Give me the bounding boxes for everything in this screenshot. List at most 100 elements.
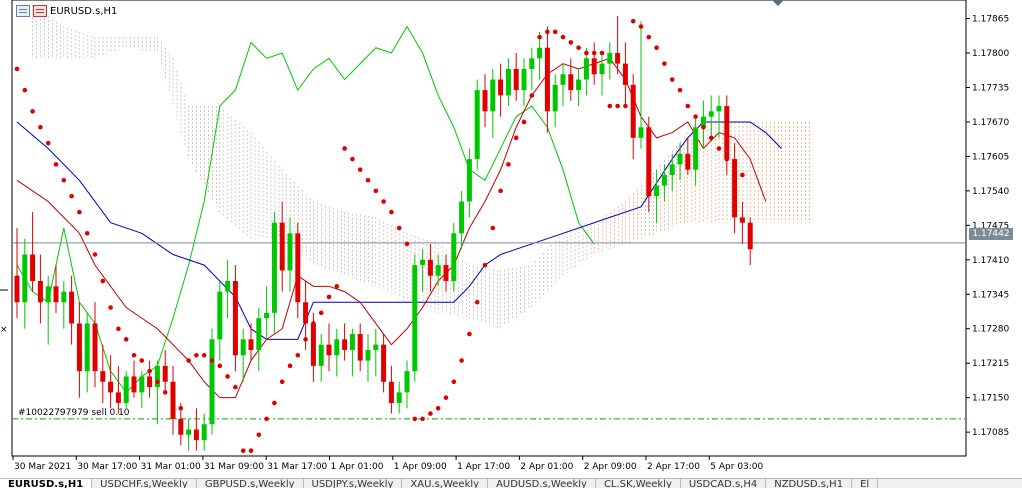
candle-body [638, 127, 644, 138]
x-tick-label: 1 Apr 09:00 [394, 462, 447, 472]
parabolic-sar-dot [506, 162, 511, 167]
candle-body [739, 217, 745, 223]
chart-tab[interactable]: NZDUSD.s,H1 [766, 479, 853, 488]
x-tick-label: 1 Apr 17:00 [457, 462, 510, 472]
candle-body [342, 339, 348, 350]
y-tick-label: 1.17410 [972, 256, 1009, 266]
price-chart[interactable]: #10022797979 sell 0.10 1.17865 1.17800 1.17… [0, 0, 1022, 478]
candle-body [225, 281, 231, 292]
parabolic-sar-dot [521, 119, 527, 125]
candle-body [303, 302, 309, 324]
candle-body [685, 153, 691, 170]
parabolic-sar-dot [131, 352, 137, 358]
parabolic-sar-dot [342, 146, 347, 151]
parabolic-sar-dot [693, 114, 698, 119]
parabolic-sar-dot [69, 193, 74, 199]
chart-window-icon[interactable] [16, 5, 30, 17]
candle-body [287, 233, 293, 271]
parabolic-sar-dot [396, 225, 402, 231]
parabolic-sar-dot [139, 358, 145, 363]
parabolic-sar-dot [45, 140, 51, 146]
parabolic-sar-dot [732, 162, 737, 167]
parabolic-sar-dot [443, 395, 449, 400]
x-tick-label: 5 Apr 03:00 [710, 462, 763, 472]
y-tick-label: 1.17085 [972, 428, 1009, 438]
candle-body [693, 127, 699, 170]
parabolic-sar-dot [84, 231, 90, 236]
chart-tab[interactable]: AUDUSD.s,Weekly [488, 479, 596, 488]
candle-body [22, 254, 28, 303]
y-tick-label: 1.17605 [972, 152, 1009, 162]
candle-body [217, 291, 223, 340]
parabolic-sar-dot [677, 87, 683, 93]
parabolic-sar-dot [22, 87, 28, 93]
parabolic-sar-dot [638, 24, 644, 29]
y-tick-label: 1.17800 [972, 49, 1009, 59]
candle-body [264, 312, 270, 319]
chart-tab[interactable]: XAU.s,Weekly [402, 479, 489, 488]
parabolic-sar-dot [428, 411, 433, 416]
parabolic-sar-dot [591, 50, 597, 56]
chart-tab[interactable]: USDCHF.s,Weekly [92, 479, 197, 488]
candle-body [669, 164, 675, 175]
candle-body [677, 153, 683, 165]
parabolic-sar-dot [186, 358, 191, 363]
parabolic-sar-dot [451, 379, 457, 385]
parabolic-sar-dot [482, 262, 488, 268]
candle-body [396, 392, 402, 403]
parabolic-sar-dot [233, 384, 238, 390]
parabolic-sar-dot [669, 77, 675, 82]
candle-body [209, 339, 215, 425]
candle-body [412, 265, 418, 372]
chart-title-bar: EURUSD.s,H1 [16, 3, 117, 19]
candle-body [100, 371, 106, 382]
parabolic-sar-dot [123, 337, 129, 342]
parabolic-sar-dot [194, 352, 199, 358]
x-tick-label: 30 Mar 17:00 [77, 462, 137, 472]
x-tick-label: 1 Apr 01:00 [331, 462, 384, 472]
candle-body [537, 47, 543, 59]
x-tick-label: 31 Mar 01:00 [141, 462, 201, 472]
candle-body [147, 376, 153, 388]
chart-symbol-label: EURUSD.s,H1 [50, 5, 118, 17]
y-tick-label: 1.17475 [972, 221, 1009, 231]
candle-body [365, 349, 371, 361]
candle-body [108, 381, 114, 393]
parabolic-sar-dot [155, 379, 160, 385]
parabolic-sar-dot [724, 156, 730, 162]
parabolic-sar-dot [623, 103, 628, 109]
chart-tab[interactable]: CL.SK,Weekly [596, 479, 681, 488]
candle-body [427, 259, 433, 276]
parabolic-sar-dot [108, 305, 113, 310]
parabolic-sar-dot [498, 188, 503, 194]
parabolic-sar-dot [334, 284, 340, 289]
parabolic-sar-dot [170, 400, 176, 406]
candle-body [591, 58, 597, 75]
candle-body [599, 63, 605, 75]
candle-body [388, 381, 394, 403]
tenkan-sen-line [16, 57, 767, 399]
candle-body [170, 381, 176, 419]
parabolic-sar-dot [630, 18, 636, 24]
candle-body [607, 53, 613, 64]
chart-tab[interactable]: USDCAD.s,H4 [681, 479, 767, 488]
candle-body [724, 106, 730, 160]
parabolic-sar-dot [303, 337, 308, 342]
chart-menu-icon[interactable] [33, 5, 47, 17]
candle-body [69, 291, 75, 324]
parabolic-sar-dot [217, 363, 223, 369]
candle-body [61, 291, 67, 303]
chart-tab[interactable]: EURUSD.s,H1 [0, 479, 93, 488]
candle-body [334, 339, 340, 356]
chart-tab[interactable]: GBPUSD.s,Weekly [197, 479, 304, 488]
candle-body [53, 286, 59, 303]
parabolic-sar-dot [100, 278, 106, 284]
candle-body [92, 323, 98, 372]
candle-body [178, 418, 184, 435]
chart-tab[interactable]: El [852, 479, 879, 488]
chart-tab[interactable]: USDJPY.s,Weekly [304, 479, 403, 488]
panel-close-icon: × [0, 325, 8, 335]
candle-body [646, 127, 652, 197]
candle-body [459, 201, 465, 234]
candle-body [544, 47, 550, 112]
